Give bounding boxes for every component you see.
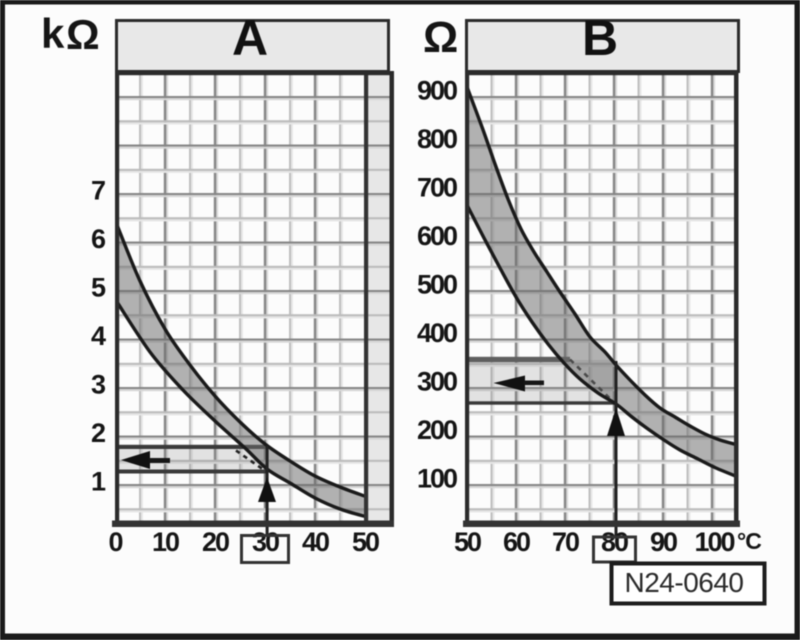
svg-text:3: 3: [91, 370, 106, 400]
svg-text:k: k: [41, 10, 65, 57]
svg-text:1: 1: [91, 467, 106, 497]
svg-text:N24-0640: N24-0640: [625, 567, 744, 598]
svg-text:50: 50: [352, 527, 379, 557]
svg-text:30: 30: [252, 527, 279, 557]
svg-text:40: 40: [302, 527, 329, 557]
svg-text:500: 500: [417, 270, 457, 300]
svg-text:°C: °C: [737, 528, 761, 554]
svg-text:0: 0: [108, 527, 122, 557]
svg-text:Ω: Ω: [66, 11, 100, 58]
svg-text:900: 900: [417, 76, 457, 106]
svg-text:5: 5: [91, 273, 106, 303]
svg-text:2: 2: [91, 418, 105, 448]
svg-text:100: 100: [694, 527, 734, 557]
svg-text:7: 7: [91, 176, 105, 206]
svg-text:Ω: Ω: [423, 13, 458, 62]
svg-text:100: 100: [417, 464, 457, 494]
svg-text:20: 20: [202, 527, 229, 557]
svg-text:800: 800: [417, 124, 457, 154]
svg-text:A: A: [232, 10, 268, 66]
svg-text:400: 400: [417, 318, 457, 348]
svg-text:80: 80: [601, 527, 628, 557]
svg-text:60: 60: [503, 527, 530, 557]
svg-text:B: B: [582, 10, 618, 66]
svg-text:70: 70: [552, 527, 579, 557]
svg-text:50: 50: [454, 527, 481, 557]
svg-text:10: 10: [152, 527, 179, 557]
svg-text:6: 6: [91, 224, 106, 254]
svg-text:300: 300: [417, 367, 457, 397]
svg-text:4: 4: [91, 321, 106, 351]
svg-text:700: 700: [417, 173, 457, 203]
svg-text:90: 90: [650, 527, 677, 557]
svg-text:600: 600: [417, 221, 457, 251]
svg-text:200: 200: [417, 415, 457, 445]
